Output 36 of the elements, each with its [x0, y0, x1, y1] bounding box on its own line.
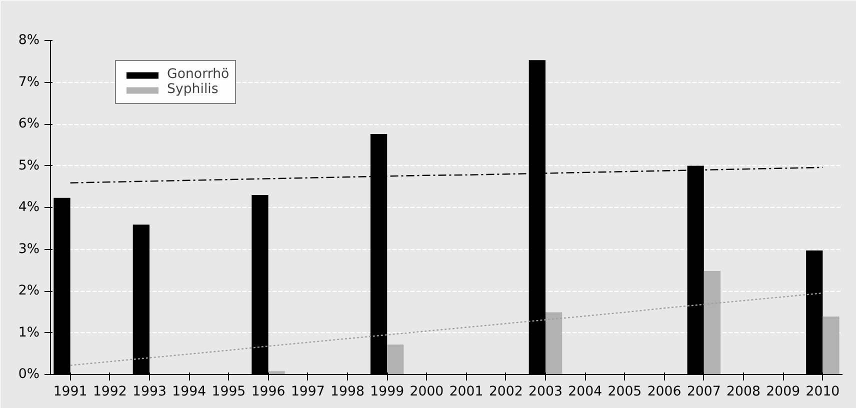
- x-tick-label: 1996: [251, 384, 286, 400]
- bar: [387, 344, 404, 374]
- y-tick-label: 8%: [18, 33, 40, 48]
- x-tick-label: 1991: [53, 384, 88, 400]
- x-tick-label: 2004: [568, 384, 602, 400]
- x-tick-label: 1993: [132, 384, 166, 400]
- x-tick-label: 1998: [330, 384, 364, 400]
- y-tick-label: 7%: [18, 74, 40, 90]
- legend-label: Gonorrhö: [167, 67, 230, 82]
- x-tick-label: 2001: [449, 384, 484, 400]
- y-tick-label: 0%: [18, 367, 40, 382]
- x-tick-label: 2006: [647, 384, 682, 400]
- x-tick-label: 2005: [608, 384, 642, 400]
- x-tick-label: 1997: [290, 384, 325, 400]
- legend-label: Syphilis: [167, 82, 218, 97]
- y-tick-label: 6%: [18, 116, 40, 132]
- x-tick-label: 2002: [488, 384, 523, 400]
- line-series: [70, 292, 824, 366]
- y-tick-label: 1%: [18, 325, 40, 340]
- x-tick-label: 1995: [212, 384, 246, 400]
- bar: [704, 270, 721, 374]
- y-tick-label: 3%: [18, 242, 40, 257]
- y-tick-label: 2%: [18, 284, 40, 298]
- x-tick-label: 1994: [172, 384, 206, 400]
- x-tick-label: 2007: [686, 384, 721, 400]
- x-tick-label: 2008: [726, 384, 760, 400]
- x-tick-label: 2003: [528, 384, 562, 400]
- x-tick-label: 1999: [370, 384, 404, 400]
- x-tick-label: 2009: [766, 384, 800, 400]
- y-tick-label: 4%: [18, 200, 40, 215]
- x-tick-label: 2010: [806, 384, 840, 400]
- bar: [546, 312, 562, 374]
- x-tick-label: 1992: [92, 384, 127, 400]
- y-tick-label: 5%: [18, 158, 40, 174]
- bar: [822, 316, 840, 374]
- x-tick-label: 2000: [410, 384, 444, 400]
